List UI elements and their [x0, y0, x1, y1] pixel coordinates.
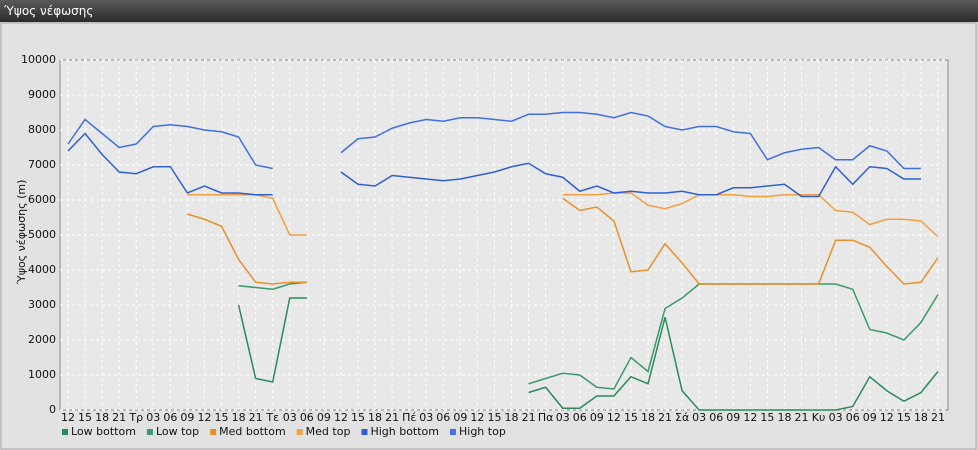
x-tick-label: Κυ	[812, 411, 826, 424]
x-tick-label: 18	[505, 411, 519, 424]
x-tick-label: 06	[709, 411, 723, 424]
x-tick-label: 21	[385, 411, 399, 424]
series-line	[187, 197, 939, 285]
legend-label: High bottom	[370, 425, 439, 438]
y-tick-label: 5000	[28, 228, 56, 241]
x-tick-label: 18	[368, 411, 382, 424]
legend-swatch	[361, 429, 368, 435]
legend-label: Med top	[306, 425, 351, 438]
x-tick-label: 18	[95, 411, 109, 424]
x-tick-label: 18	[641, 411, 655, 424]
x-tick-label: 06	[163, 411, 177, 424]
x-tick-label: Πέ	[402, 411, 416, 424]
legend-swatch	[146, 429, 153, 435]
x-tick-label: 12	[470, 411, 484, 424]
x-tick-label: 12	[334, 411, 348, 424]
legend-swatch	[450, 429, 456, 435]
y-tick-label: 10000	[21, 53, 56, 66]
x-tick-label: 06	[846, 411, 860, 424]
series-line	[237, 297, 939, 411]
x-tick-label: 09	[453, 411, 467, 424]
x-tick-label: 15	[78, 411, 92, 424]
x-tick-label: 03	[283, 411, 297, 424]
x-tick-label: 21	[658, 411, 672, 424]
x-tick-label: 12	[743, 411, 757, 424]
legend-swatch	[210, 429, 217, 435]
legend-swatch	[296, 429, 303, 435]
x-tick-label: Τρ	[128, 411, 143, 424]
legend-label: Med bottom	[219, 425, 286, 438]
y-tick-label: 2000	[28, 333, 56, 346]
x-tick-label: 09	[863, 411, 877, 424]
legend-label: High top	[459, 425, 506, 438]
x-tick-label: 03	[146, 411, 160, 424]
x-tick-label: 15	[760, 411, 774, 424]
x-tick-label: 15	[487, 411, 501, 424]
x-tick-label: 03	[419, 411, 433, 424]
x-tick-label: 15	[624, 411, 638, 424]
chart: Ύψος νέφωσης (m) 0 1000 2000 3000 4000 5000 60…	[0, 22, 977, 450]
y-tick-label: 4000	[28, 263, 56, 276]
x-tick-label: 21	[112, 411, 126, 424]
x-tick-label: 12	[880, 411, 894, 424]
y-tick-label: 0	[49, 403, 56, 416]
x-tick-label: 12	[197, 411, 211, 424]
x-tick-label: 06	[300, 411, 314, 424]
x-tick-label: 09	[317, 411, 331, 424]
x-tick-label: 15	[351, 411, 365, 424]
y-tick-label: 7000	[28, 158, 56, 171]
x-tick-label: 06	[436, 411, 450, 424]
y-tick-label: 1000	[28, 368, 56, 381]
series-line	[67, 111, 921, 170]
x-tick-label: 06	[573, 411, 587, 424]
x-tick-label: 21	[522, 411, 536, 424]
x-tick-label: 09	[180, 411, 194, 424]
x-tick-label: 03	[556, 411, 570, 424]
legend-label: Low bottom	[71, 425, 136, 438]
y-tick-label: 9000	[28, 88, 56, 101]
series-line	[187, 192, 939, 238]
x-tick-label: 12	[61, 411, 75, 424]
x-tick-label: 09	[590, 411, 604, 424]
legend-label: Low top	[156, 425, 199, 438]
x-tick-label: 18	[914, 411, 928, 424]
x-tick-label: 03	[829, 411, 843, 424]
x-tick-label: Πα	[538, 411, 554, 424]
x-tick-label: 15	[215, 411, 229, 424]
y-tick-label: 3000	[28, 298, 56, 311]
x-tick-label: 15	[897, 411, 911, 424]
title-bar: Ύψος νέφωσης	[0, 0, 978, 22]
x-tick-label: 21	[931, 411, 945, 424]
x-tick-label: Τε	[265, 411, 279, 424]
y-tick-label: 8000	[28, 123, 56, 136]
series-line	[67, 132, 921, 198]
x-tick-label: 21	[249, 411, 263, 424]
y-axis-label: Ύψος νέφωσης (m)	[15, 180, 28, 286]
x-tick-label: Σά	[675, 411, 689, 424]
x-tick-label: 18	[777, 411, 791, 424]
x-tick-label: 21	[795, 411, 809, 424]
x-tick-label: 03	[692, 411, 706, 424]
x-tick-label: 18	[232, 411, 246, 424]
legend-swatch	[62, 429, 68, 435]
y-tick-label: 6000	[28, 193, 56, 206]
x-tick-label: 09	[726, 411, 740, 424]
x-tick-label: 12	[607, 411, 621, 424]
